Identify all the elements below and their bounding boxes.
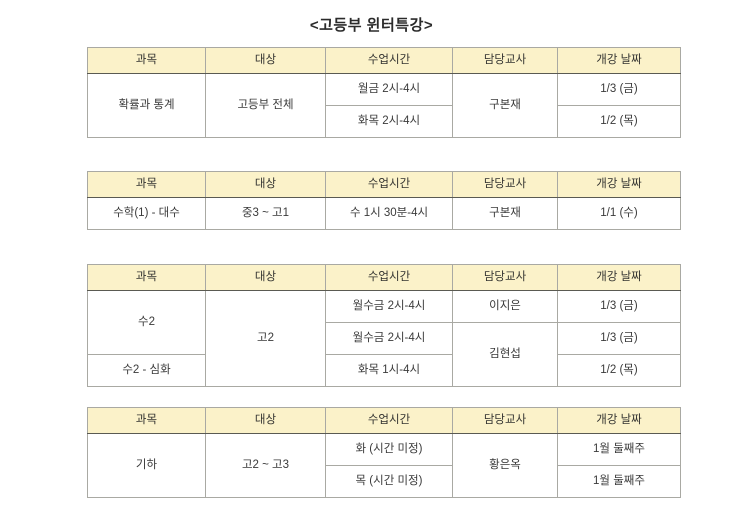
- table-body: 기하 고2 ~ 고3 화 (시간 미정) 황은옥 1월 둘째주 목 (시간 미정) 1월 둘…: [87, 433, 681, 498]
- header-row: 과목 대상 수업시간 담당교사 개강 날짜: [87, 47, 681, 74]
- cell-time: 월금 2시-4시: [325, 73, 453, 106]
- table-header: 과목 대상 수업시간 담당교사 개강 날짜: [87, 47, 681, 74]
- cell-target: 고등부 전체: [205, 73, 326, 138]
- column-header-target: 대상: [205, 264, 326, 291]
- cell-date: 1/3 (금): [557, 73, 681, 106]
- table-row: 수2 - 심화 화목 1시-4시 1/2 (목): [87, 354, 681, 387]
- cell-time: 목 (시간 미정): [325, 465, 453, 498]
- table-header: 과목 대상 수업시간 담당교사 개강 날짜: [87, 171, 681, 198]
- cell-teacher: 이지은: [452, 290, 558, 323]
- cell-subject: 수학(1) - 대수: [87, 197, 206, 230]
- column-header-teacher: 담당교사: [452, 407, 558, 434]
- column-header-subject: 과목: [87, 171, 206, 198]
- cell-date: 1/3 (금): [557, 322, 681, 355]
- cell-time: 수 1시 30분-4시: [325, 197, 453, 230]
- cell-date: 1/3 (금): [557, 290, 681, 323]
- cell-subject: 수2 - 심화: [87, 354, 206, 387]
- column-header-teacher: 담당교사: [452, 171, 558, 198]
- cell-date: 1/1 (수): [557, 197, 681, 230]
- table-row: 수학(1) - 대수 중3 ~ 고1 수 1시 30분-4시 구본재 1/1 (수): [87, 197, 681, 230]
- column-header-time: 수업시간: [325, 47, 453, 74]
- cell-date: 1/2 (목): [557, 354, 681, 387]
- schedule-table-4: 과목 대상 수업시간 담당교사 개강 날짜 기하 고2 ~ 고3 화 (시간 미정)…: [87, 407, 681, 498]
- table-header: 과목 대상 수업시간 담당교사 개강 날짜: [87, 264, 681, 291]
- cell-time: 월수금 2시-4시: [325, 290, 453, 323]
- schedule-table-1: 과목 대상 수업시간 담당교사 개강 날짜 확률과 통계 고등부 전체 월금 2시-…: [87, 47, 681, 138]
- table-row: 월수금 2시-4시 김현섭 1/3 (금): [88, 322, 681, 387]
- cell-date: 1월 둘째주: [557, 465, 681, 498]
- header-row: 과목 대상 수업시간 담당교사 개강 날짜: [87, 407, 681, 434]
- cell-subject: 기하: [87, 433, 206, 498]
- cell-time: 화목 2시-4시: [325, 105, 453, 138]
- header-row: 과목 대상 수업시간 담당교사 개강 날짜: [87, 171, 681, 198]
- cell-target: 중3 ~ 고1: [205, 197, 326, 230]
- table-header: 과목 대상 수업시간 담당교사 개강 날짜: [87, 407, 681, 434]
- schedule-table-2: 과목 대상 수업시간 담당교사 개강 날짜 수학(1) - 대수 중3 ~ 고1 수…: [87, 171, 681, 230]
- table-body: 수2 고2 월수금 2시-4시 이지은 1/3 (금) 월수금 2시-4시 김현섭 1/3 (…: [87, 290, 681, 387]
- table-row: 기하 고2 ~ 고3 화 (시간 미정) 황은옥 1월 둘째주: [87, 433, 681, 498]
- cell-teacher: 김현섭: [452, 322, 558, 387]
- column-header-subject: 과목: [87, 264, 206, 291]
- cell-subject: 확률과 통계: [87, 73, 206, 138]
- column-header-date: 개강 날짜: [557, 264, 681, 291]
- column-header-teacher: 담당교사: [452, 47, 558, 74]
- table-body: 수학(1) - 대수 중3 ~ 고1 수 1시 30분-4시 구본재 1/1 (수): [87, 197, 681, 230]
- column-header-teacher: 담당교사: [452, 264, 558, 291]
- cell-target: 고2: [205, 290, 326, 387]
- column-header-time: 수업시간: [325, 171, 453, 198]
- table-row: 목 (시간 미정) 1월 둘째주: [88, 465, 681, 498]
- cell-subject: 수2: [87, 290, 206, 355]
- table-row: 화목 2시-4시 1/2 (목): [88, 105, 681, 138]
- cell-time: 월수금 2시-4시: [325, 322, 453, 355]
- table-row: 수2 고2 월수금 2시-4시 이지은 1/3 (금): [87, 290, 681, 387]
- column-header-subject: 과목: [87, 407, 206, 434]
- cell-time: 화목 1시-4시: [325, 354, 453, 387]
- schedule-table-3: 과목 대상 수업시간 담당교사 개강 날짜 수2 고2 월수금 2시-4시 이지은 1/…: [87, 264, 681, 387]
- cell-target: 고2 ~ 고3: [205, 433, 326, 498]
- table-body: 확률과 통계 고등부 전체 월금 2시-4시 구본재 1/3 (금) 화목 2시-4시 1/…: [87, 73, 681, 138]
- page-title: <고등부 윈터특강>: [309, 17, 434, 34]
- column-header-date: 개강 날짜: [557, 171, 681, 198]
- cell-teacher: 황은옥: [452, 433, 558, 498]
- column-header-date: 개강 날짜: [557, 47, 681, 74]
- table-row: 확률과 통계 고등부 전체 월금 2시-4시 구본재 1/3 (금): [87, 73, 681, 138]
- cell-date: 1/2 (목): [557, 105, 681, 138]
- column-header-date: 개강 날짜: [557, 407, 681, 434]
- cell-time: 화 (시간 미정): [325, 433, 453, 466]
- column-header-target: 대상: [205, 47, 326, 74]
- cell-date: 1월 둘째주: [557, 433, 681, 466]
- column-header-target: 대상: [205, 171, 326, 198]
- cell-teacher: 구본재: [452, 73, 558, 138]
- cell-teacher: 구본재: [452, 197, 558, 230]
- header-row: 과목 대상 수업시간 담당교사 개강 날짜: [87, 264, 681, 291]
- column-header-time: 수업시간: [325, 264, 453, 291]
- column-header-subject: 과목: [87, 47, 206, 74]
- column-header-target: 대상: [205, 407, 326, 434]
- column-header-time: 수업시간: [325, 407, 453, 434]
